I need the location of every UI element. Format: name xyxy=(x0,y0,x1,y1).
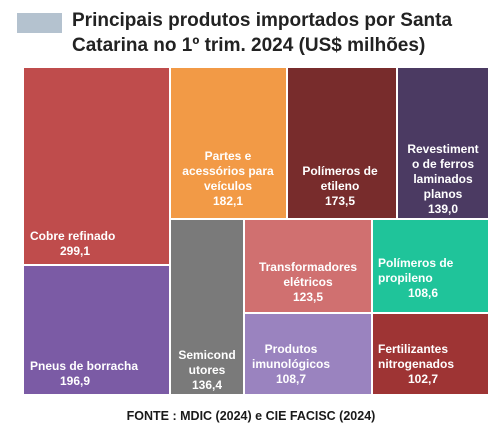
tile-rect xyxy=(171,220,243,394)
tile-label: Pneus de borracha xyxy=(30,359,138,373)
tile-value: 182,1 xyxy=(213,194,243,208)
tile-rect xyxy=(398,68,488,218)
tile-rect xyxy=(245,220,371,312)
tile-label: propileno xyxy=(378,271,433,285)
tile-label: Transformadores xyxy=(259,260,357,274)
tile-label: planos xyxy=(424,187,463,201)
tile-value: 108,6 xyxy=(408,286,438,300)
tile-value: 136,4 xyxy=(192,378,222,392)
tile-label: elétricos xyxy=(283,275,333,289)
tile-label: Polímeros de xyxy=(302,164,378,178)
tile-value: 102,7 xyxy=(408,372,438,386)
tile-value: 173,5 xyxy=(325,194,355,208)
tile-label: Semicond xyxy=(178,348,235,362)
tile-label: o de ferros xyxy=(412,157,474,171)
tile-rect xyxy=(373,220,488,312)
tile-value: 123,5 xyxy=(293,290,323,304)
tile-label: etileno xyxy=(321,179,360,193)
legend-swatch xyxy=(17,13,62,33)
tile-rect xyxy=(24,266,169,394)
tile-rect xyxy=(24,68,169,264)
tile-label: Produtos xyxy=(265,342,318,356)
tile-rect xyxy=(373,314,488,394)
tile-label: acessórios para xyxy=(182,164,274,178)
tile-value: 196,9 xyxy=(60,374,90,388)
tile-label: Fertilizantes xyxy=(378,342,448,356)
tile-label: nitrogenados xyxy=(378,357,454,371)
tile-value: 108,7 xyxy=(276,372,306,386)
tile-label: utores xyxy=(189,363,226,377)
tile-label: laminados xyxy=(413,172,473,186)
tile-label: Polímeros de xyxy=(378,256,454,270)
tile-label: Cobre refinado xyxy=(30,229,115,243)
tile-value: 139,0 xyxy=(428,202,458,216)
tile-label: imunológicos xyxy=(252,357,330,371)
tile-label: veículos xyxy=(204,179,252,193)
tile-rect xyxy=(288,68,396,218)
tile-label: Revestiment xyxy=(407,142,478,156)
source-note: FONTE : MDIC (2024) e CIE FACISC (2024) xyxy=(126,409,376,423)
tile-value: 299,1 xyxy=(60,244,90,258)
tile-rect xyxy=(171,68,286,218)
tile-label: Partes e xyxy=(205,149,252,163)
chart-title: Principais produtos importados por Santa… xyxy=(72,10,453,56)
tile-rect xyxy=(245,314,371,394)
